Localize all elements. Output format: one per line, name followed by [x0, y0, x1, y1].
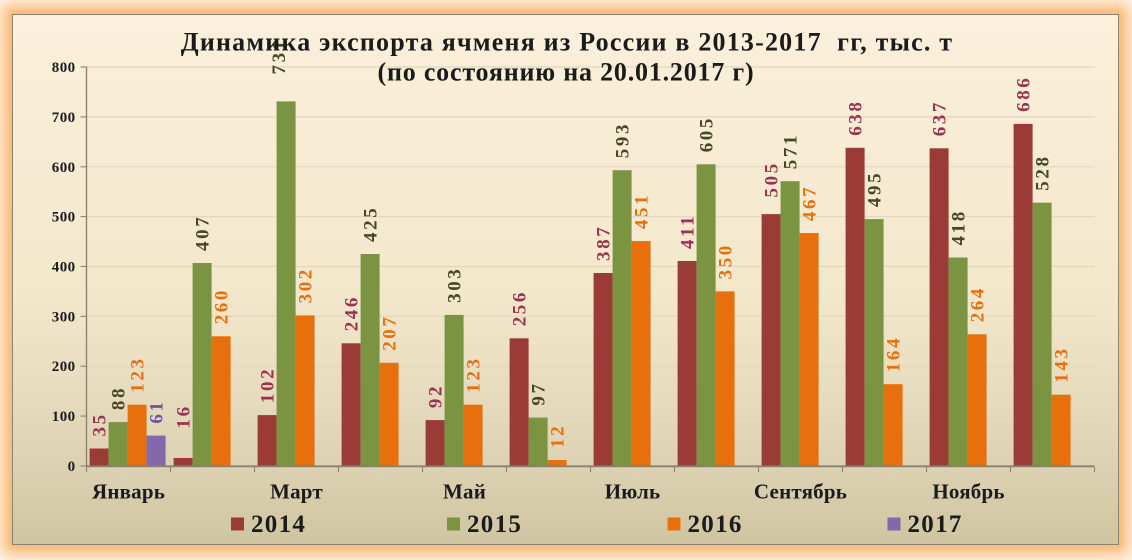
svg-text:411: 411 — [677, 214, 698, 249]
svg-text:35: 35 — [89, 412, 110, 436]
svg-text:Май: Май — [443, 480, 486, 504]
svg-text:260: 260 — [211, 288, 232, 324]
svg-text:Июль: Июль — [605, 480, 661, 504]
svg-text:(по состоянию на 20.01.2017 г): (по состоянию на 20.01.2017 г) — [378, 58, 755, 87]
svg-text:302: 302 — [295, 267, 316, 303]
svg-text:2015: 2015 — [467, 511, 522, 538]
svg-text:407: 407 — [192, 215, 213, 251]
svg-text:350: 350 — [715, 243, 736, 279]
svg-text:800: 800 — [52, 60, 76, 76]
svg-text:Сентябрь: Сентябрь — [754, 480, 847, 504]
svg-text:0: 0 — [68, 459, 76, 475]
svg-text:2016: 2016 — [688, 511, 743, 538]
svg-text:256: 256 — [509, 290, 530, 326]
svg-text:2017: 2017 — [908, 511, 963, 538]
svg-text:495: 495 — [864, 171, 885, 207]
svg-text:200: 200 — [52, 359, 76, 375]
svg-text:637: 637 — [929, 100, 950, 136]
svg-text:686: 686 — [1013, 76, 1034, 112]
svg-text:123: 123 — [463, 356, 484, 392]
svg-text:164: 164 — [883, 336, 904, 372]
svg-text:387: 387 — [593, 225, 614, 261]
svg-text:451: 451 — [631, 193, 652, 229]
svg-text:505: 505 — [761, 161, 782, 197]
svg-text:123: 123 — [127, 356, 148, 392]
svg-text:97: 97 — [528, 381, 549, 405]
svg-text:638: 638 — [845, 99, 866, 135]
svg-text:600: 600 — [52, 160, 76, 176]
svg-text:Январь: Январь — [92, 480, 165, 504]
svg-text:61: 61 — [146, 399, 167, 423]
svg-text:593: 593 — [612, 122, 633, 158]
svg-text:731: 731 — [269, 38, 290, 74]
svg-text:425: 425 — [360, 206, 381, 242]
svg-text:2014: 2014 — [251, 511, 306, 538]
svg-text:Март: Март — [270, 480, 323, 504]
svg-text:102: 102 — [257, 367, 278, 403]
svg-text:143: 143 — [1051, 346, 1072, 382]
svg-text:207: 207 — [379, 314, 400, 350]
svg-text:16: 16 — [173, 404, 194, 428]
svg-text:Ноябрь: Ноябрь — [932, 480, 1004, 504]
svg-text:418: 418 — [948, 209, 969, 245]
svg-text:12: 12 — [547, 424, 568, 448]
svg-text:700: 700 — [52, 110, 76, 126]
svg-text:605: 605 — [696, 116, 717, 152]
svg-text:264: 264 — [967, 286, 988, 322]
svg-text:303: 303 — [444, 267, 465, 303]
svg-text:246: 246 — [341, 295, 362, 331]
svg-text:400: 400 — [52, 260, 76, 276]
svg-text:88: 88 — [108, 386, 129, 410]
svg-text:100: 100 — [52, 409, 76, 425]
svg-text:Динамика экспорта ячменя из Ро: Динамика экспорта ячменя из России в 201… — [181, 28, 954, 57]
svg-text:467: 467 — [799, 185, 820, 221]
svg-text:300: 300 — [52, 309, 76, 325]
svg-text:92: 92 — [425, 384, 446, 408]
svg-text:571: 571 — [780, 133, 801, 169]
svg-text:528: 528 — [1032, 154, 1053, 190]
svg-text:500: 500 — [52, 210, 76, 226]
